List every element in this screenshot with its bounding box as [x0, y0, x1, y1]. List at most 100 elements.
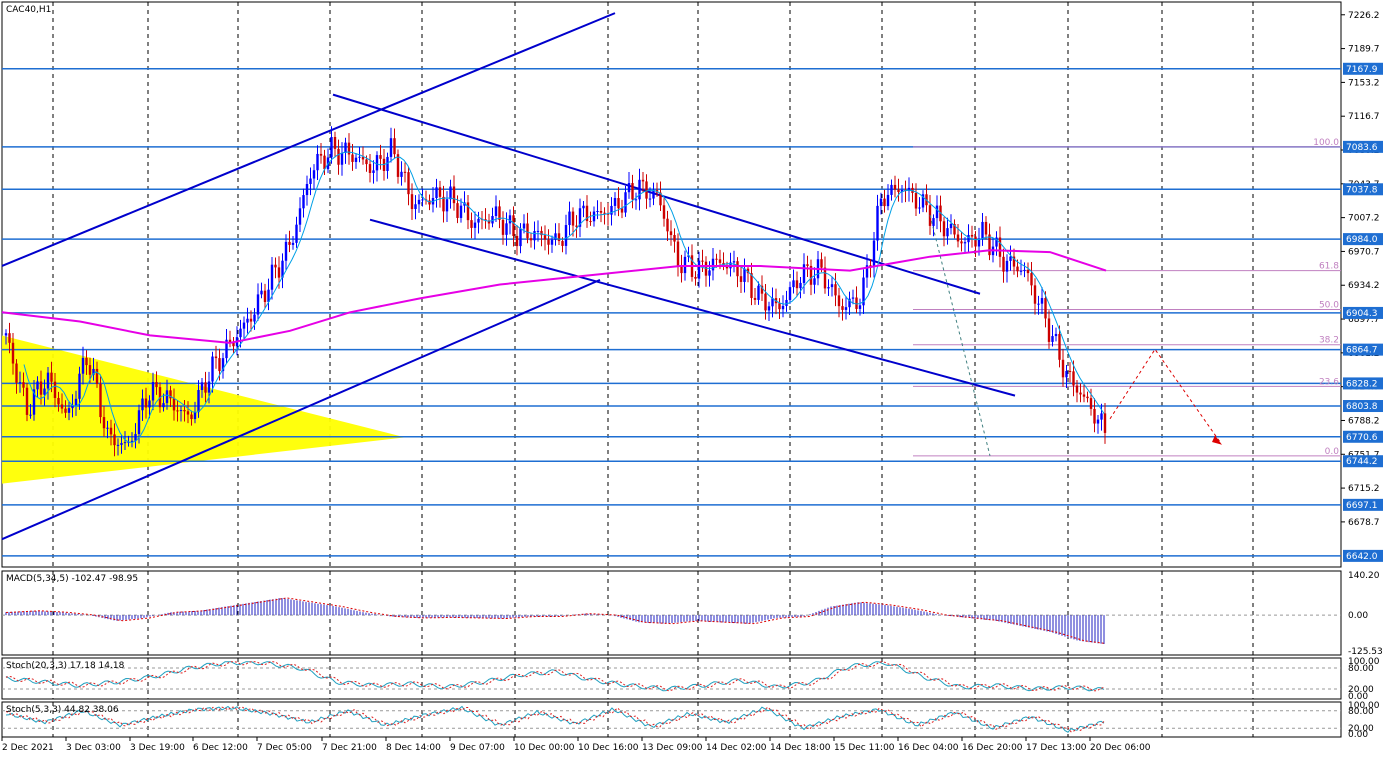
candle — [130, 440, 134, 442]
candle — [641, 179, 645, 182]
fib-label-4: 23.6 — [1319, 377, 1339, 387]
candle — [22, 382, 25, 388]
candle — [872, 240, 876, 267]
candle — [851, 297, 855, 299]
candle — [256, 294, 260, 315]
candle — [414, 204, 417, 210]
trendline-1 — [1, 278, 601, 541]
candle — [718, 259, 722, 263]
candle — [438, 187, 442, 197]
candle — [484, 219, 487, 221]
candle — [379, 155, 382, 159]
stoch-5-signal-line — [5, 706, 1105, 733]
candle — [449, 186, 452, 200]
candle — [680, 265, 683, 274]
candle — [389, 138, 393, 157]
candle — [403, 171, 407, 173]
candle — [358, 156, 361, 158]
candle — [687, 255, 690, 257]
candle — [890, 184, 893, 195]
candle — [4, 333, 8, 336]
candle — [505, 223, 508, 235]
candle — [508, 215, 512, 224]
candle — [211, 356, 214, 382]
candle — [368, 164, 372, 173]
candle — [221, 358, 225, 372]
candle — [694, 276, 697, 279]
candle — [396, 154, 400, 177]
level-tag-bg — [1343, 400, 1383, 413]
candle — [1019, 270, 1023, 272]
level-tag-label: 7167.9 — [1346, 65, 1378, 75]
candle — [372, 170, 375, 173]
candle — [683, 256, 687, 274]
candle — [543, 235, 547, 240]
candle — [862, 277, 865, 306]
candle — [809, 265, 813, 285]
candle — [85, 357, 88, 366]
level-tag-label: 6770.6 — [1346, 433, 1378, 443]
candle — [456, 203, 459, 218]
candle — [732, 261, 736, 263]
y-tick-label: 7007.2 — [1348, 214, 1380, 224]
candle — [876, 205, 879, 241]
candle — [116, 444, 120, 446]
candle — [134, 434, 137, 441]
x-tick-label: 16 Dec 20:00 — [962, 743, 1023, 753]
candle — [260, 290, 263, 295]
candle — [550, 239, 554, 245]
candle — [603, 212, 606, 214]
candle — [1100, 413, 1103, 420]
candle — [802, 264, 806, 283]
candle — [53, 381, 57, 398]
candle — [855, 297, 858, 309]
candle — [312, 170, 316, 179]
candle — [246, 318, 249, 323]
x-tick-label: 2 Dec 2021 — [2, 743, 54, 753]
candle — [1016, 266, 1019, 272]
candle — [617, 198, 620, 209]
candle — [995, 237, 998, 247]
candle — [1089, 398, 1093, 409]
x-tick-label: 7 Dec 05:00 — [257, 743, 312, 753]
macd-title: MACD(5,34,5) -102.47 -98.95 — [6, 574, 138, 584]
candle — [197, 390, 200, 413]
candle — [102, 417, 106, 429]
candle — [883, 198, 886, 207]
candle — [676, 241, 680, 266]
candle — [578, 208, 582, 227]
stoch-5-tick-label: 80.00 — [1348, 707, 1374, 717]
y-tick-label: 6715.2 — [1348, 484, 1380, 494]
candle — [50, 372, 53, 382]
candle — [1068, 370, 1072, 372]
candle — [316, 153, 319, 171]
candle — [340, 152, 344, 165]
candle — [1030, 273, 1033, 286]
ma-fast-line — [23, 151, 1105, 444]
x-tick-label: 15 Dec 11:00 — [834, 743, 895, 753]
candle — [365, 159, 368, 165]
candle — [1033, 285, 1037, 304]
candle — [302, 195, 305, 209]
level-tag-bg — [1343, 455, 1383, 468]
candle — [893, 184, 897, 190]
candle — [43, 388, 46, 395]
stoch-20-tick-label: 80.00 — [1348, 664, 1374, 674]
candle — [81, 357, 85, 374]
candle — [284, 241, 288, 261]
level-tag-label: 6864.7 — [1346, 346, 1378, 356]
level-tag-label: 7037.8 — [1346, 185, 1378, 195]
x-tick-label: 3 Dec 03:00 — [66, 743, 121, 753]
candle — [592, 211, 596, 222]
candle — [29, 414, 32, 416]
candle — [921, 194, 925, 208]
stoch-20-tick-label: 0.00 — [1348, 692, 1368, 702]
candle — [547, 239, 550, 245]
fib-label-5: 0.0 — [1325, 447, 1340, 457]
candle — [144, 398, 148, 408]
candle — [554, 233, 557, 240]
candle — [176, 410, 179, 412]
candle — [92, 368, 95, 375]
candle — [648, 198, 652, 200]
